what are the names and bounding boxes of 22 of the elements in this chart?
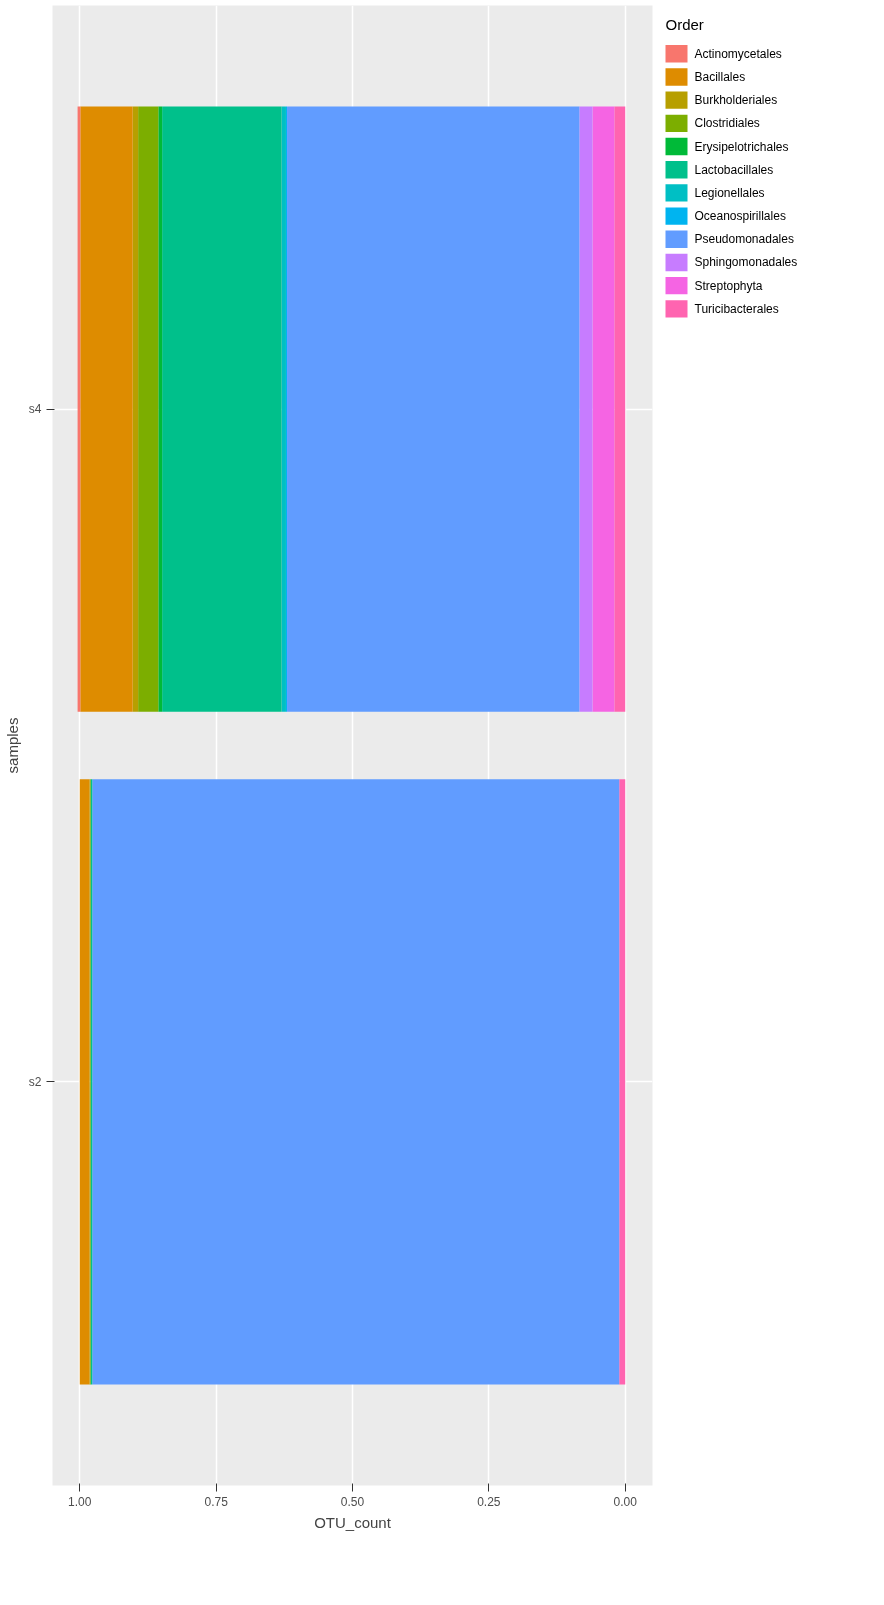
legend-label: Burkholderiales <box>694 93 778 108</box>
y-tick-label: s2 <box>28 1074 42 1089</box>
legend-label: Clostridiales <box>694 116 760 131</box>
x-tick-label: 1.00 <box>68 1494 92 1509</box>
legend-label: Turicibacterales <box>694 301 779 316</box>
x-tick-label: 0.25 <box>477 1494 501 1509</box>
legend-label: Actinomycetales <box>694 46 782 61</box>
legend-label: Bacillales <box>694 69 746 84</box>
y-axis-title: samples <box>3 717 21 774</box>
x-axis-title: OTU_count <box>314 1513 392 1531</box>
legend-label: Lactobacillales <box>694 162 774 177</box>
legend-label: Erysipelotrichales <box>694 139 789 154</box>
y-tick-label: s4 <box>28 402 42 417</box>
x-tick-label: 0.75 <box>204 1494 229 1509</box>
x-tick-label: 0.50 <box>340 1494 365 1509</box>
x-tick-label: 0.00 <box>613 1494 638 1509</box>
legend-label: Legionellales <box>694 185 765 200</box>
legend-label: Oceanospirillales <box>694 209 786 224</box>
legend-title: Order <box>665 16 704 34</box>
legend-label: Pseudomonadales <box>694 232 794 247</box>
legend-label: Streptophyta <box>694 278 763 293</box>
legend-label: Sphingomonadales <box>694 255 798 270</box>
